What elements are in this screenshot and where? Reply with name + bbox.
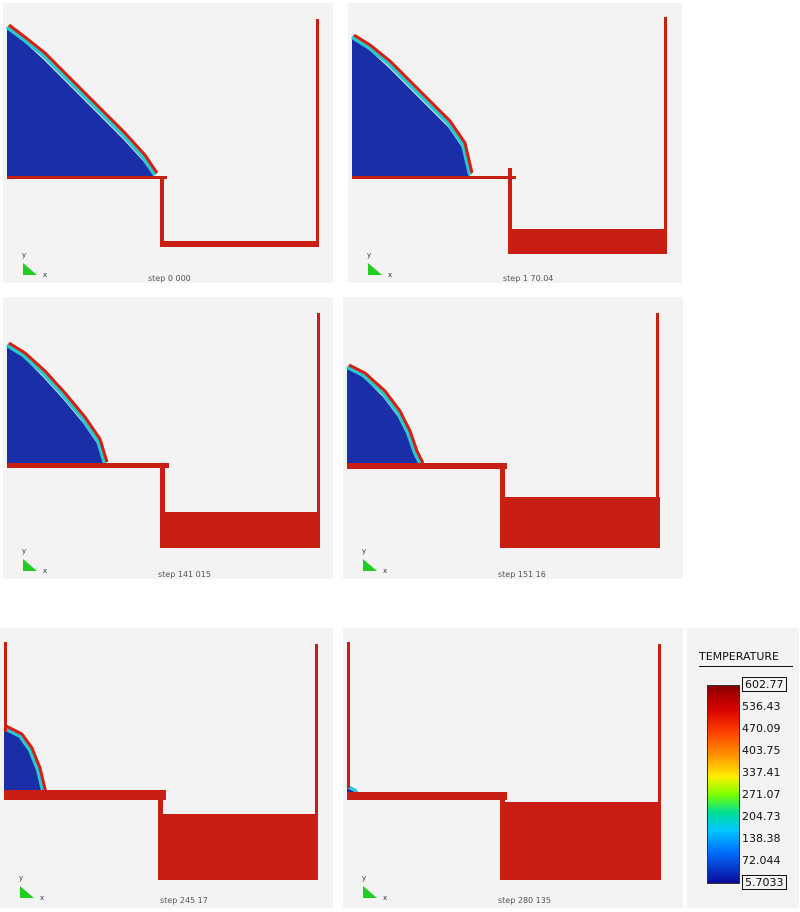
left-wall	[4, 642, 7, 732]
simulation-frame-1	[5, 19, 319, 275]
legend-divider	[699, 666, 793, 667]
legend-tick: 403.75	[742, 744, 781, 757]
step-label: step 1 70.04	[503, 274, 554, 283]
axis-y-label: y	[367, 251, 372, 259]
upper-floor	[4, 790, 166, 800]
right-wall	[317, 313, 320, 548]
step-wall	[160, 176, 164, 246]
lower-pool	[160, 512, 320, 548]
temperature-legend: TEMPERATURE 602.77 536.43 470.09 403.75 …	[687, 628, 799, 908]
axis-triad	[363, 559, 377, 571]
cold-fluid-region	[347, 367, 421, 469]
right-wall	[316, 19, 319, 247]
simulation-frame-3	[5, 313, 320, 571]
interface-gradient	[346, 365, 423, 466]
lower-pool	[158, 814, 318, 880]
legend-tick-min: 5.7033	[742, 875, 787, 890]
cold-fluid-region	[7, 345, 105, 467]
step-label: step 0 000	[148, 274, 191, 283]
simulation-panel-3: y x step 141 015	[3, 297, 333, 579]
upper-floor	[347, 792, 507, 800]
lower-floor	[160, 241, 318, 247]
color-scale-bar	[707, 685, 740, 884]
axis-x-label: x	[383, 567, 388, 575]
lower-pool	[508, 229, 666, 254]
legend-title: TEMPERATURE	[699, 650, 779, 663]
legend-tick: 204.73	[742, 810, 781, 823]
axis-x-label: x	[40, 894, 45, 902]
legend-tick: 470.09	[742, 722, 781, 735]
cold-fluid-region	[7, 27, 155, 178]
step-label: step 245 17	[160, 896, 208, 905]
simulation-panel-1: y x step 0 000	[3, 3, 333, 283]
axis-y-label: y	[22, 251, 27, 259]
right-wall	[656, 313, 659, 548]
axis-x-label: x	[388, 271, 393, 279]
step-wall	[508, 168, 512, 238]
upper-floor	[347, 463, 507, 469]
upper-floor	[7, 176, 167, 179]
interface-gradient	[3, 726, 46, 796]
axis-triad	[363, 886, 377, 898]
simulation-frame-6	[346, 642, 661, 898]
simulation-panel-5: y x step 245 17	[0, 628, 333, 908]
simulation-frame-2	[350, 17, 667, 275]
axis-y-label: y	[362, 874, 367, 882]
simulation-panel-6: y x step 280 135	[343, 628, 683, 908]
legend-tick: 337.41	[742, 766, 781, 779]
left-wall	[347, 642, 350, 788]
simulation-frame-4	[346, 313, 660, 571]
legend-tick-max: 602.77	[742, 677, 787, 692]
step-wall	[500, 467, 505, 517]
axis-triad	[368, 263, 382, 275]
lower-pool	[500, 802, 660, 880]
simulation-panel-4: y x step 151 16	[343, 297, 683, 579]
interface-gradient	[5, 343, 107, 465]
right-wall	[315, 644, 318, 880]
legend-tick: 72.044	[742, 854, 781, 867]
axis-x-label: x	[43, 271, 48, 279]
cold-fluid-region	[4, 728, 44, 798]
right-wall	[658, 644, 661, 880]
interface-hot-edge	[348, 363, 425, 464]
axis-triad	[23, 263, 37, 275]
interface-hot-edge	[353, 33, 474, 174]
step-label: step 280 135	[498, 896, 551, 905]
interface-gradient	[350, 35, 472, 176]
interface-hot-edge	[8, 341, 109, 463]
axis-triad	[23, 559, 37, 571]
cold-fluid-region	[352, 37, 470, 178]
interface-hot-edge	[5, 724, 48, 794]
legend-tick: 138.38	[742, 832, 781, 845]
axis-y-label: y	[19, 874, 24, 882]
lower-pool	[500, 497, 660, 548]
interface-gradient	[5, 25, 157, 177]
right-wall	[664, 17, 667, 254]
axis-y-label: y	[22, 547, 27, 555]
step-wall	[160, 467, 165, 527]
step-label: step 151 16	[498, 570, 546, 579]
axis-y-label: y	[362, 547, 367, 555]
upper-floor	[7, 463, 169, 468]
simulation-panel-2: y x step 1 70.04	[348, 3, 682, 283]
legend-tick: 536.43	[742, 700, 781, 713]
simulation-frame-5	[3, 642, 318, 898]
axis-x-label: x	[43, 567, 48, 575]
step-label: step 141 015	[158, 570, 211, 579]
upper-floor	[352, 176, 516, 179]
axis-triad	[20, 886, 34, 898]
axis-x-label: x	[383, 894, 388, 902]
interface-hot-edge	[8, 23, 159, 174]
legend-tick: 271.07	[742, 788, 781, 801]
